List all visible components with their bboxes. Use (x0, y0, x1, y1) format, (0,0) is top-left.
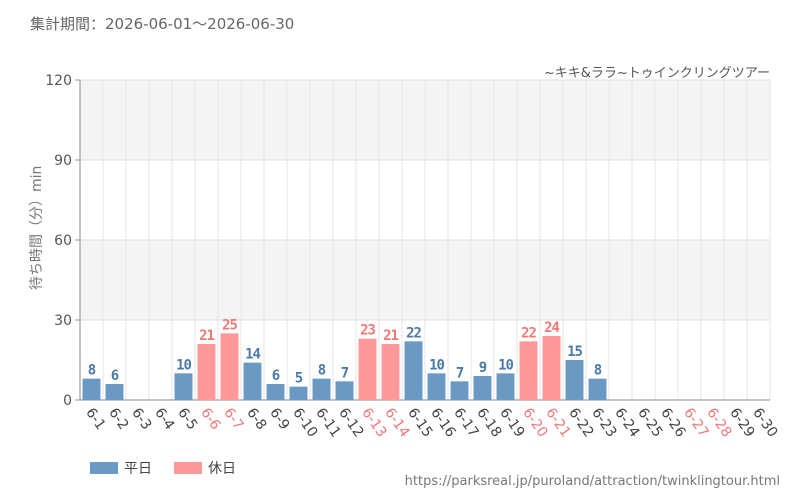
bar (358, 338, 377, 400)
bar (519, 341, 538, 400)
y-tick-label: 90 (54, 153, 72, 169)
x-tick-label: 6-12 (335, 405, 366, 440)
x-tick-label: 6-9 (266, 405, 292, 433)
x-tick-label: 6-2 (105, 405, 131, 433)
bar-data-label: 5 (295, 371, 303, 387)
x-tick-label: 6-5 (174, 405, 200, 433)
x-tick-label: 6-26 (657, 405, 688, 440)
bar (565, 360, 584, 400)
legend-item-weekday: 平日 (90, 458, 152, 478)
x-tick-label: 6-16 (427, 405, 458, 440)
x-tick-label: 6-28 (703, 405, 734, 440)
bar-data-label: 24 (544, 320, 559, 336)
x-tick-label: 6-29 (726, 405, 757, 440)
bar-data-label: 23 (360, 323, 375, 339)
x-tick-label: 6-4 (151, 405, 177, 433)
bar-data-label: 22 (406, 325, 421, 341)
bar-data-label: 9 (479, 360, 487, 376)
x-tick-label: 6-21 (542, 405, 573, 440)
legend-swatch-holiday (174, 462, 202, 474)
bar (335, 381, 354, 400)
x-tick-label: 6-17 (450, 405, 481, 440)
bar (105, 384, 124, 400)
x-tick-label: 6-3 (128, 405, 154, 433)
bar-data-label: 7 (341, 365, 349, 381)
bar (496, 373, 515, 400)
y-tick-label: 0 (63, 393, 72, 409)
bar (588, 378, 607, 400)
bar (197, 344, 216, 400)
x-tick-label: 6-6 (197, 405, 223, 433)
bar-data-label: 7 (456, 365, 464, 381)
bar-data-label: 6 (111, 368, 119, 384)
bar-data-label: 6 (272, 368, 280, 384)
y-tick-label: 30 (54, 313, 72, 329)
x-tick-label: 6-8 (243, 405, 269, 433)
bar (427, 373, 446, 400)
legend-swatch-weekday (90, 462, 118, 474)
source-url: https://parksreal.jp/puroland/attraction… (404, 474, 780, 489)
x-tick-label: 6-20 (519, 405, 550, 440)
period-text: 集計期間：2026-06-01～2026-06-30 (30, 15, 295, 33)
bar (266, 384, 285, 400)
x-tick-label: 6-25 (634, 405, 665, 440)
x-tick-label: 6-27 (680, 405, 711, 440)
legend-item-holiday: 休日 (174, 458, 236, 478)
x-tick-label: 6-1 (82, 405, 108, 433)
legend-label-holiday: 休日 (208, 461, 236, 477)
bar (542, 336, 561, 400)
x-tick-label: 6-11 (312, 405, 343, 440)
bar-data-label: 15 (567, 344, 582, 360)
bar-data-label: 22 (521, 325, 536, 341)
x-tick-label: 6-10 (289, 405, 320, 440)
legend-label-weekday: 平日 (124, 461, 152, 477)
bar (82, 378, 101, 400)
bar-data-label: 10 (429, 357, 444, 373)
y-tick-label: 60 (54, 233, 72, 249)
bar (312, 378, 331, 400)
x-tick-label: 6-30 (749, 405, 780, 440)
bar-data-label: 8 (594, 363, 602, 379)
bar-data-label: 25 (222, 317, 237, 333)
x-tick-label: 6-7 (220, 405, 246, 433)
x-tick-label: 6-23 (588, 405, 619, 440)
bar-data-label: 10 (176, 357, 191, 373)
bar-data-label: 8 (88, 363, 96, 379)
bar (243, 362, 262, 400)
x-tick-label: 6-18 (473, 405, 504, 440)
x-tick-label: 6-15 (404, 405, 435, 440)
bar (289, 386, 308, 400)
x-tick-label: 6-13 (358, 405, 389, 440)
y-tick-label: 120 (45, 73, 72, 89)
chart-subtitle: ~キキ&ララ~トゥインクリングツアー (543, 66, 770, 81)
x-tick-label: 6-24 (611, 405, 642, 440)
bar (174, 373, 193, 400)
legend: 平日 休日 (90, 458, 236, 478)
x-tick-label: 6-14 (381, 405, 412, 440)
bar-data-label: 10 (498, 357, 513, 373)
bar-data-label: 14 (245, 347, 260, 363)
x-tick-label: 6-22 (565, 405, 596, 440)
bar-data-label: 8 (318, 363, 326, 379)
bar-data-label: 21 (199, 328, 214, 344)
bar (381, 344, 400, 400)
bar (473, 376, 492, 400)
bar-data-label: 21 (383, 328, 398, 344)
bar (450, 381, 469, 400)
x-tick-label: 6-19 (496, 405, 527, 440)
bar (404, 341, 423, 400)
bar (220, 333, 239, 400)
